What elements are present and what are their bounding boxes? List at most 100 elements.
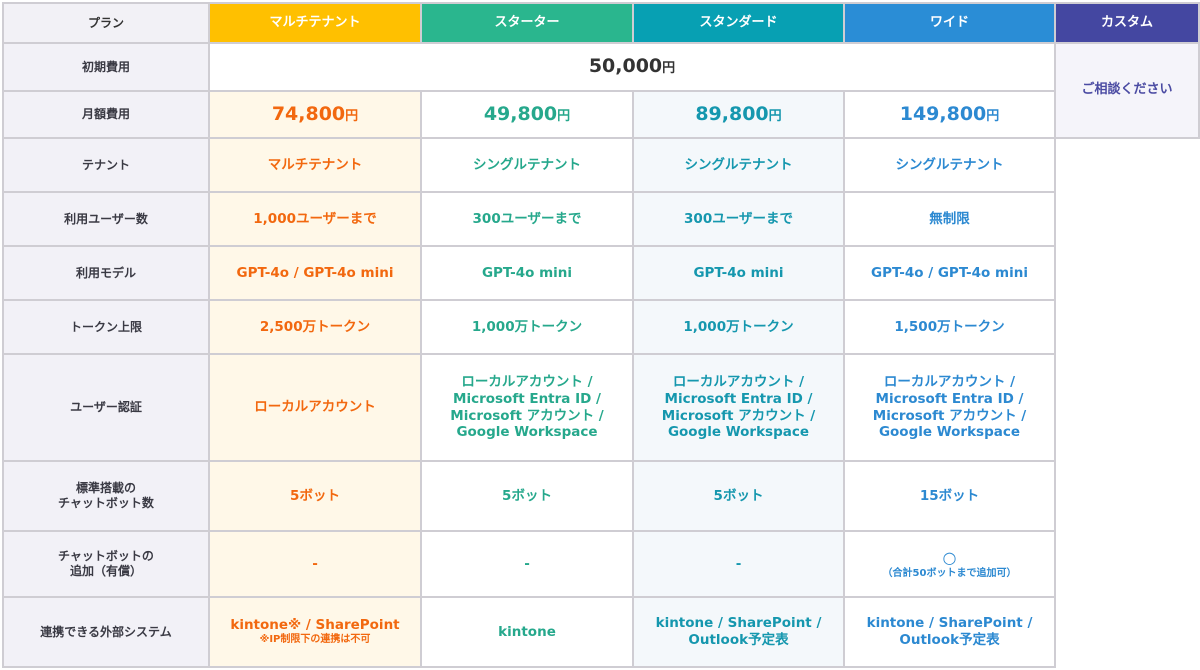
cell: シングルテナント (632, 137, 845, 193)
yen-unit: 円 (768, 108, 782, 124)
monthly-wide: 149,800円 (843, 90, 1056, 139)
cell-value: シングルテナント (684, 156, 793, 173)
cell-value: 15ボット (919, 487, 980, 504)
initial-row: 初期費用 50,000円 ご相談ください (2, 42, 1200, 139)
cell-value: GPT-4o mini (693, 264, 784, 281)
yen-unit: 円 (557, 108, 571, 124)
price: 49,800 (483, 102, 558, 125)
cell-value: - (524, 555, 530, 572)
cell: 1,500万トークン (843, 299, 1056, 355)
cell-value: ローカルアカウント / Microsoft Entra ID / Microso… (872, 373, 1027, 441)
cell-value: GPT-4o mini (481, 264, 573, 281)
cell: ○ （合計50ボットまで追加可） (843, 530, 1056, 598)
monthly-starter: 49,800円 (420, 90, 634, 139)
cell-value: 1,000ユーザーまで (253, 210, 377, 227)
row-label: 標準搭載の チャットボット数 (2, 460, 210, 532)
header-row: プラン マルチテナント スターター スタンダード ワイド カスタム (2, 2, 1200, 44)
cell: 300ユーザーまで (420, 191, 634, 247)
cell: kintone (420, 596, 634, 668)
cell: kintone※ / SharePoint ※IP制限下の連携は不可 (208, 596, 422, 668)
initial-fee: 50,000円 (208, 42, 1056, 92)
yen-unit: 円 (986, 108, 1000, 124)
row-label: テナント (2, 137, 210, 193)
price: 74,800 (271, 102, 346, 125)
cell: - (632, 530, 845, 598)
monthly-multi: 74,800円 (208, 90, 422, 139)
cell: ローカルアカウント / Microsoft Entra ID / Microso… (420, 353, 634, 462)
row-label: 初期費用 (2, 42, 210, 92)
cell: 5ボット (632, 460, 845, 532)
cell-value: 1,000万トークン (471, 318, 583, 335)
monthly-standard: 89,800円 (632, 90, 845, 139)
cell-value: シングルテナント (473, 156, 581, 173)
cell: シングルテナント (843, 137, 1056, 193)
cell-value: 2,500万トークン (259, 318, 371, 335)
cell-value: ローカルアカウント / Microsoft Entra ID / Microso… (450, 373, 604, 441)
cell: GPT-4o mini (420, 245, 634, 301)
plan-standard: スタンダード (632, 2, 845, 44)
cell-value: kintone※ / SharePoint (230, 617, 400, 634)
cell-value: kintone / SharePoint / Outlook予定表 (655, 615, 822, 648)
cell: ローカルアカウント / Microsoft Entra ID / Microso… (632, 353, 845, 462)
plan-wide: ワイド (843, 2, 1056, 44)
cell: GPT-4o mini (632, 245, 845, 301)
initial-value: 50,000 (588, 55, 663, 78)
cell-value: kintone (498, 623, 556, 640)
table-row: チャットボットの 追加（有償） - - - ○ （合計50ボットまで追加可） (2, 530, 1199, 598)
row-label: トークン上限 (2, 299, 210, 355)
cell-value: ○ (942, 547, 957, 567)
cell: 300ユーザーまで (632, 191, 845, 247)
cell-value: ローカルアカウント / Microsoft Entra ID / Microso… (661, 373, 816, 441)
cell: シングルテナント (420, 137, 634, 193)
cell: kintone / SharePoint / Outlook予定表 (632, 596, 845, 668)
cell-value: - (735, 555, 742, 572)
cell: - (420, 530, 634, 598)
monthly-row: 月額費用 74,800円 49,800円 89,800円 149,800円 (2, 90, 1199, 139)
cell-value: 5ボット (713, 487, 764, 504)
cell: ローカルアカウント / Microsoft Entra ID / Microso… (843, 353, 1056, 462)
yen-unit: 円 (345, 108, 359, 124)
cell-value: 1,000万トークン (683, 318, 794, 335)
plan-label: プラン (2, 2, 210, 44)
plan-custom: カスタム (1054, 2, 1200, 44)
cell: ローカルアカウント (208, 353, 422, 462)
cell-value: ローカルアカウント (254, 399, 376, 416)
table-row: 利用モデル GPT-4o / GPT-4o mini GPT-4o mini GPT-… (2, 245, 1199, 301)
cell: 2,500万トークン (208, 299, 422, 355)
cell: - (208, 530, 422, 598)
cell: 1,000万トークン (632, 299, 845, 355)
cell: kintone / SharePoint / Outlook予定表 (843, 596, 1056, 668)
row-label: 連携できる外部システム (2, 596, 210, 668)
custom-contact: ご相談ください (1054, 42, 1200, 139)
table-row: 利用ユーザー数 1,000ユーザーまで 300ユーザーまで 300ユーザーまで 無制限 (2, 191, 1199, 247)
cell-value: 無制限 (929, 210, 970, 227)
note: ※IP制限下の連携は不可 (259, 634, 371, 646)
cell: GPT-4o / GPT-4o mini (208, 245, 422, 301)
row-label: 利用ユーザー数 (2, 191, 210, 247)
plan-starter: スターター (420, 2, 634, 44)
table-row: テナント マルチテナント シングルテナント シングルテナント シングルテナント (2, 137, 1199, 193)
cell-value: 1,500万トークン (894, 318, 1005, 335)
cell-value: GPT-4o / GPT-4o mini (871, 264, 1028, 281)
cell-value: - (312, 555, 318, 572)
cell-value: 5ボット (502, 487, 552, 504)
cell: GPT-4o / GPT-4o mini (843, 245, 1056, 301)
cell: 1,000ユーザーまで (208, 191, 422, 247)
cell-value: シングルテナント (895, 156, 1004, 173)
cell-value: マルチテナント (267, 156, 363, 173)
cell: 5ボット (420, 460, 634, 532)
cell-value: GPT-4o / GPT-4o mini (236, 264, 394, 281)
note: （合計50ボットまで追加可） (882, 567, 1017, 579)
table-row: 標準搭載の チャットボット数 5ボット 5ボット 5ボット 15ボット (2, 460, 1199, 532)
row-label: 月額費用 (2, 90, 210, 139)
table-row: トークン上限 2,500万トークン 1,000万トークン 1,000万トークン 1,50… (2, 299, 1199, 355)
price: 149,800 (899, 102, 987, 125)
yen-unit: 円 (662, 61, 676, 77)
cell: 無制限 (843, 191, 1056, 247)
table-row: ユーザー認証 ローカルアカウント ローカルアカウント / Microsoft Ent… (2, 353, 1199, 462)
cell: 5ボット (208, 460, 422, 532)
row-label: ユーザー認証 (2, 353, 210, 462)
cell-value: kintone / SharePoint / Outlook予定表 (866, 615, 1033, 648)
cell-value: 300ユーザーまで (472, 210, 582, 227)
